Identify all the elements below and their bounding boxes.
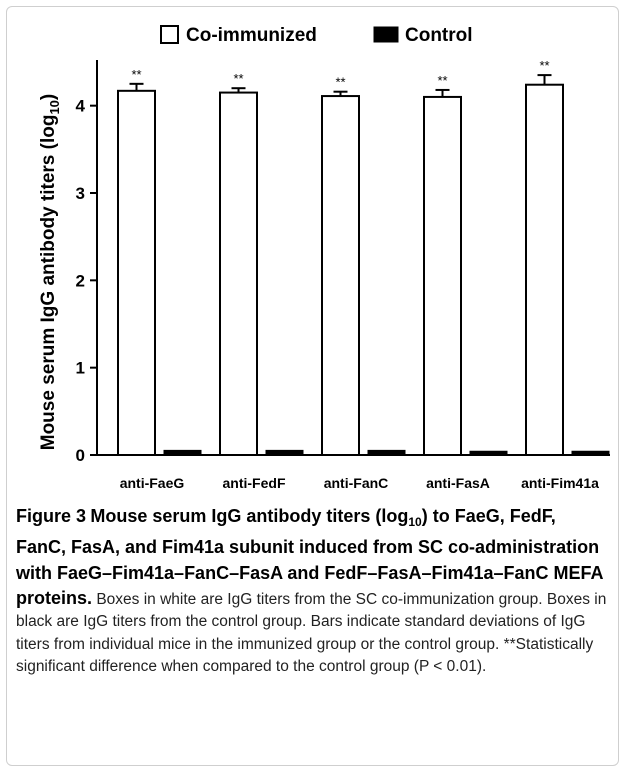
legend-swatch-control	[373, 26, 399, 43]
figure-caption: Figure 3 Mouse serum IgG antibody titers…	[16, 504, 610, 679]
svg-text:Mouse serum IgG antibody titer: Mouse serum IgG antibody titers (log10)	[38, 94, 62, 451]
bar-co-immunized	[525, 83, 564, 456]
bar-control	[265, 449, 304, 456]
bar-co-immunized	[423, 95, 462, 457]
bar-co-immunized	[219, 91, 258, 456]
labels: 0 1 2 3 4 ** anti-FaeG ** anti-FedF ** anti-FanC **…	[76, 58, 600, 491]
legend: Co-immunized Control	[160, 25, 473, 46]
y-tick-label: 1	[76, 359, 85, 378]
x-category-label: anti-FedF	[223, 475, 286, 491]
x-category-label: anti-FanC	[324, 475, 389, 491]
figure-frame	[6, 6, 619, 766]
bar-co-immunized	[321, 95, 360, 456]
caption-title-sub: 10	[408, 515, 422, 530]
bar-control	[367, 449, 406, 456]
significance-marker: **	[233, 71, 243, 86]
legend-label-control: Control	[405, 25, 473, 46]
x-category-label: anti-FasA	[426, 475, 490, 491]
y-tick-label: 4	[76, 97, 86, 116]
caption-figure-label: Figure 3	[16, 506, 87, 526]
y-axis-label: Mouse serum IgG antibody titers (log10)	[38, 94, 62, 451]
y-tick-label: 0	[76, 446, 85, 465]
caption-body: Boxes in white are IgG titers from the S…	[16, 590, 607, 676]
bar-chart: Co-immunized Control Mouse serum IgG ant…	[38, 25, 610, 491]
y-axis-label-sub: 10	[47, 100, 62, 114]
y-axis-label-main: Mouse serum IgG antibody titers (log	[38, 115, 59, 451]
significance-marker: **	[335, 75, 345, 90]
significance-marker: **	[539, 58, 549, 73]
bars	[117, 74, 610, 457]
y-tick-label: 2	[76, 271, 85, 290]
bar-co-immunized	[117, 89, 156, 456]
x-category-label: anti-Fim41a	[521, 475, 599, 491]
caption-title-part1: Mouse serum IgG antibody titers (log	[90, 506, 409, 526]
significance-marker: **	[131, 67, 141, 82]
y-tick-label: 3	[76, 184, 85, 203]
legend-label-co-immunized: Co-immunized	[186, 25, 317, 46]
bar-control	[571, 450, 610, 456]
legend-swatch-co-immunized	[160, 25, 179, 44]
significance-marker: **	[437, 73, 447, 88]
x-category-label: anti-FaeG	[120, 475, 185, 491]
bar-control	[163, 449, 202, 456]
bar-control	[469, 450, 508, 456]
caption-title-part2: ) to FaeG, FedF, FanC, FasA, and Fim41a …	[16, 506, 603, 608]
y-axis-label-close: )	[38, 94, 59, 100]
